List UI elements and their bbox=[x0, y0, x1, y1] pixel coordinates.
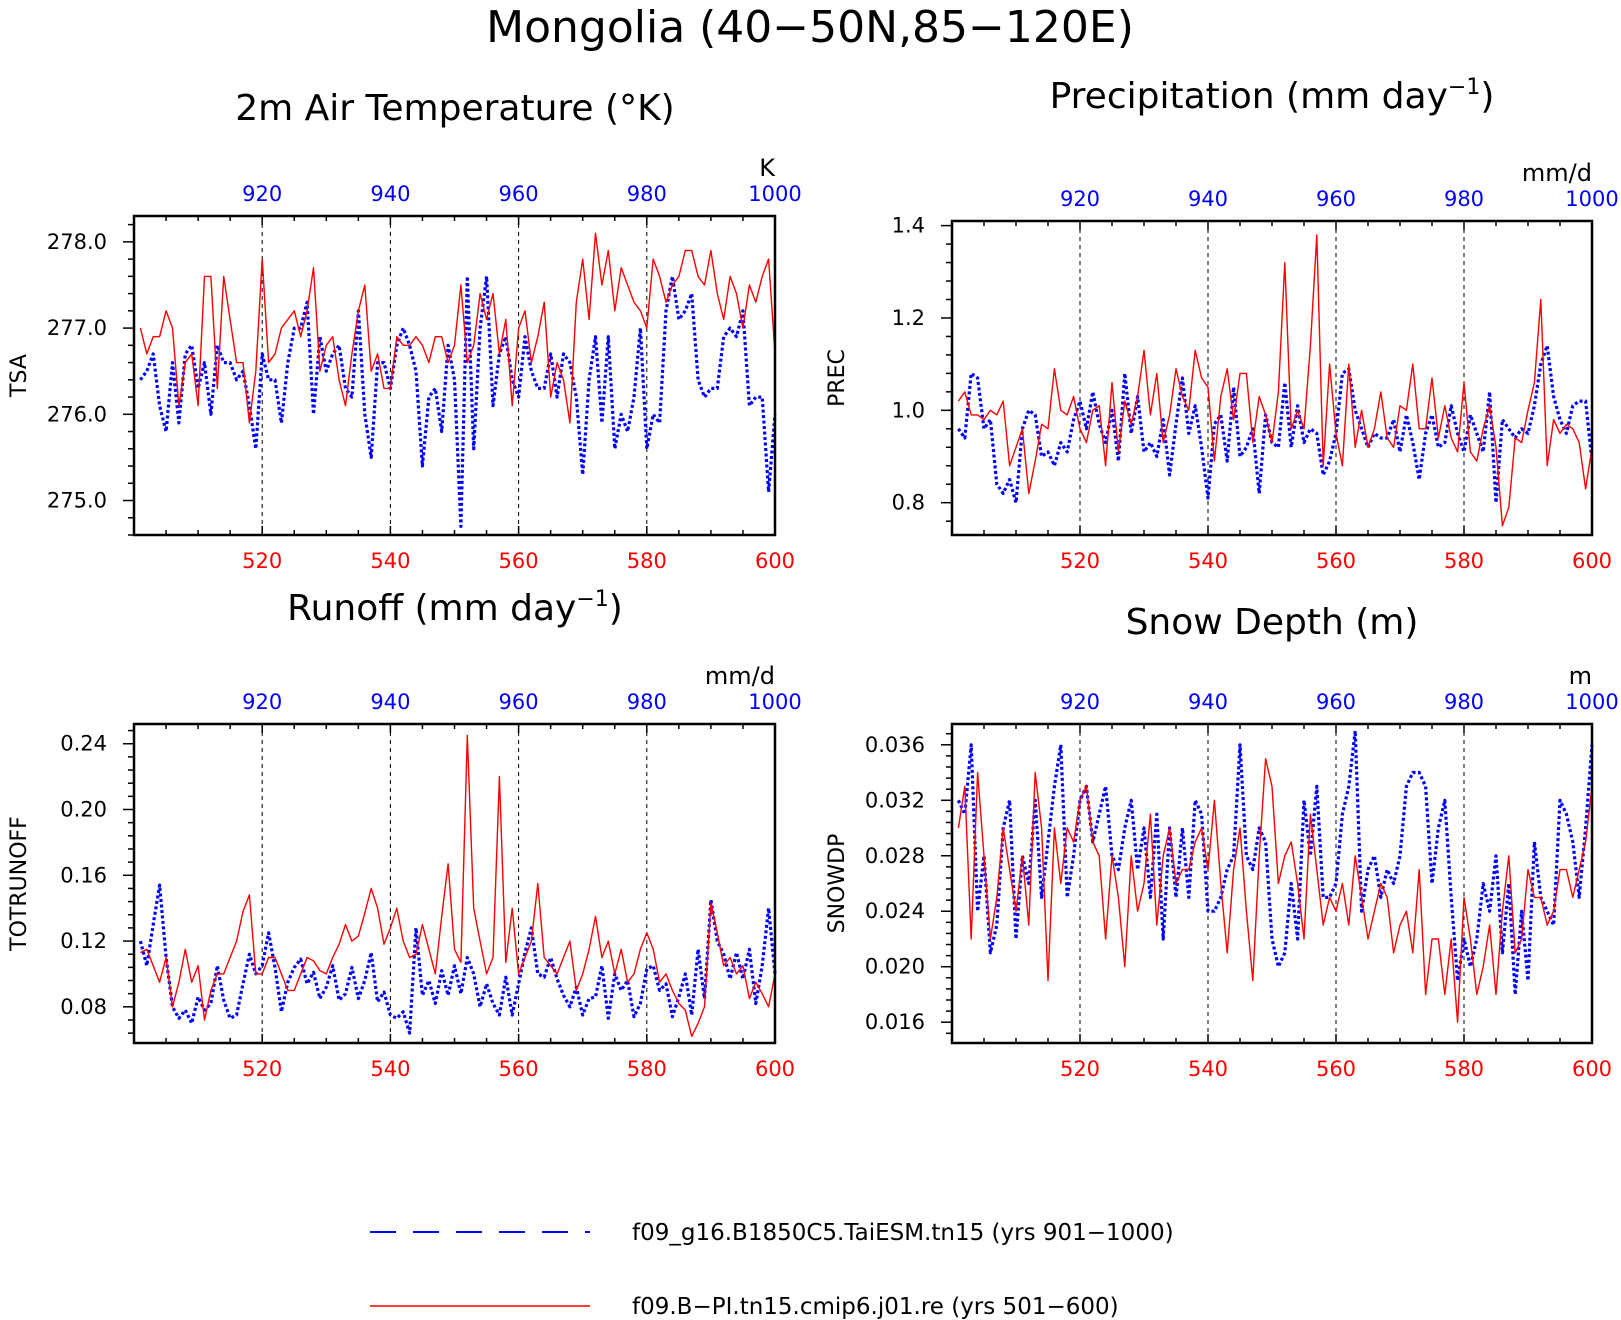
series-red-line bbox=[957, 234, 1593, 527]
series-red-line bbox=[139, 232, 776, 424]
x-bottom-tick-label: 560 bbox=[1316, 549, 1356, 573]
y-axis-label: PREC bbox=[825, 349, 850, 407]
y-axis-label: TOTRUNOFF bbox=[7, 816, 32, 952]
x-top-tick-label: 920 bbox=[242, 690, 282, 714]
x-bottom-tick-label: 540 bbox=[370, 549, 410, 573]
legend-label: f09.B−PI.tn15.cmip6.j01.re (yrs 501−600) bbox=[632, 1294, 1119, 1320]
x-bottom-tick-label: 580 bbox=[627, 1057, 667, 1081]
x-top-tick-label: 980 bbox=[627, 182, 667, 206]
x-top-tick-label: 920 bbox=[1060, 690, 1100, 714]
x-top-tick-label: 940 bbox=[1188, 187, 1228, 211]
series-blue-line bbox=[956, 729, 1594, 997]
panel-2: Runoff (mm day−1) 520 540 560 580 600 920 940 96… bbox=[7, 587, 802, 1081]
series-red-line bbox=[140, 734, 776, 1038]
panel-1: Precipitation (mm day−1) 520 540 560 580 600 9… bbox=[825, 75, 1619, 573]
y-axis-label: SNOWDP bbox=[825, 834, 850, 934]
x-top-tick-label: 980 bbox=[1444, 690, 1484, 714]
x-top-tick-label: 940 bbox=[1188, 690, 1228, 714]
legend: f09_g16.B1850C5.TaiESM.tn15 (yrs 901−100… bbox=[370, 1220, 1174, 1320]
y-tick-label: 0.028 bbox=[865, 844, 925, 868]
x-bottom-tick-label: 600 bbox=[755, 549, 795, 573]
y-tick-label: 1.4 bbox=[892, 214, 925, 238]
main-title: Mongolia (40−50N,85−120E) bbox=[486, 2, 1134, 53]
x-bottom-tick-label: 520 bbox=[1060, 1057, 1100, 1081]
units-label: K bbox=[759, 154, 776, 182]
y-tick-label: 278.0 bbox=[47, 230, 107, 254]
y-tick-label: 0.24 bbox=[60, 732, 107, 756]
x-top-tick-label: 1000 bbox=[1565, 690, 1618, 714]
y-tick-label: 1.0 bbox=[892, 398, 925, 422]
series-blue-line bbox=[957, 344, 1594, 505]
x-top-tick-label: 960 bbox=[1316, 690, 1356, 714]
units-label: mm/d bbox=[1522, 159, 1592, 187]
x-top-tick-label: 920 bbox=[242, 182, 282, 206]
panel-0: 2m Air Temperature (°K) 520 540 560 580 600 92… bbox=[7, 88, 802, 573]
y-tick-label: 0.8 bbox=[892, 491, 925, 515]
x-top-tick-label: 980 bbox=[627, 690, 667, 714]
x-bottom-tick-label: 520 bbox=[242, 1057, 282, 1081]
plot-frame bbox=[132, 214, 777, 537]
x-bottom-tick-label: 560 bbox=[499, 549, 539, 573]
x-top-tick-label: 960 bbox=[1316, 187, 1356, 211]
x-top-tick-label: 1000 bbox=[1565, 187, 1618, 211]
x-bottom-tick-label: 540 bbox=[1188, 549, 1228, 573]
panel-title: Runoff (mm day−1) bbox=[287, 587, 623, 629]
y-tick-label: 277.0 bbox=[47, 316, 107, 340]
panel-title: Precipitation (mm day−1) bbox=[1050, 75, 1495, 117]
y-tick-label: 276.0 bbox=[47, 402, 107, 426]
panels: 2m Air Temperature (°K) 520 540 560 580 600 92… bbox=[7, 75, 1619, 1081]
x-top-tick-label: 960 bbox=[499, 182, 539, 206]
panel-title: 2m Air Temperature (°K) bbox=[235, 88, 674, 129]
x-bottom-tick-label: 560 bbox=[1316, 1057, 1356, 1081]
x-bottom-tick-label: 580 bbox=[1444, 549, 1484, 573]
x-top-tick-label: 940 bbox=[370, 182, 410, 206]
x-bottom-tick-label: 600 bbox=[755, 1057, 795, 1081]
panel-title: Snow Depth (m) bbox=[1126, 602, 1419, 643]
x-bottom-tick-label: 600 bbox=[1572, 1057, 1612, 1081]
series-red-line bbox=[957, 758, 1593, 1023]
x-bottom-tick-label: 560 bbox=[499, 1057, 539, 1081]
y-tick-label: 0.12 bbox=[60, 929, 107, 953]
panel-3: Snow Depth (m) 520 540 560 580 600 920 940 960 98… bbox=[825, 602, 1619, 1081]
y-tick-label: 0.036 bbox=[865, 733, 925, 757]
x-top-tick-label: 1000 bbox=[748, 690, 801, 714]
x-top-tick-label: 920 bbox=[1060, 187, 1100, 211]
y-tick-label: 0.016 bbox=[865, 1010, 925, 1034]
y-axis-label: TSA bbox=[7, 354, 32, 398]
y-tick-label: 0.16 bbox=[60, 863, 107, 887]
x-bottom-tick-label: 580 bbox=[627, 549, 667, 573]
x-bottom-tick-label: 540 bbox=[1188, 1057, 1228, 1081]
units-label: mm/d bbox=[705, 662, 775, 690]
y-tick-label: 0.032 bbox=[865, 788, 925, 812]
y-tick-label: 1.2 bbox=[892, 306, 925, 330]
y-tick-label: 0.024 bbox=[865, 899, 925, 923]
y-tick-label: 0.020 bbox=[865, 955, 925, 979]
x-bottom-tick-label: 600 bbox=[1572, 549, 1612, 573]
y-tick-label: 0.20 bbox=[60, 798, 107, 822]
y-tick-label: 275.0 bbox=[47, 489, 107, 513]
x-top-tick-label: 940 bbox=[370, 690, 410, 714]
y-tick-label: 0.08 bbox=[60, 995, 107, 1019]
legend-label: f09_g16.B1850C5.TaiESM.tn15 (yrs 901−100… bbox=[632, 1220, 1174, 1246]
series-blue-line bbox=[138, 883, 777, 1035]
units-label: m bbox=[1569, 662, 1592, 690]
x-bottom-tick-label: 520 bbox=[242, 549, 282, 573]
x-top-tick-label: 980 bbox=[1444, 187, 1484, 211]
x-top-tick-label: 960 bbox=[499, 690, 539, 714]
x-bottom-tick-label: 520 bbox=[1060, 549, 1100, 573]
x-top-tick-label: 1000 bbox=[748, 182, 801, 206]
x-bottom-tick-label: 580 bbox=[1444, 1057, 1484, 1081]
x-bottom-tick-label: 540 bbox=[370, 1057, 410, 1081]
